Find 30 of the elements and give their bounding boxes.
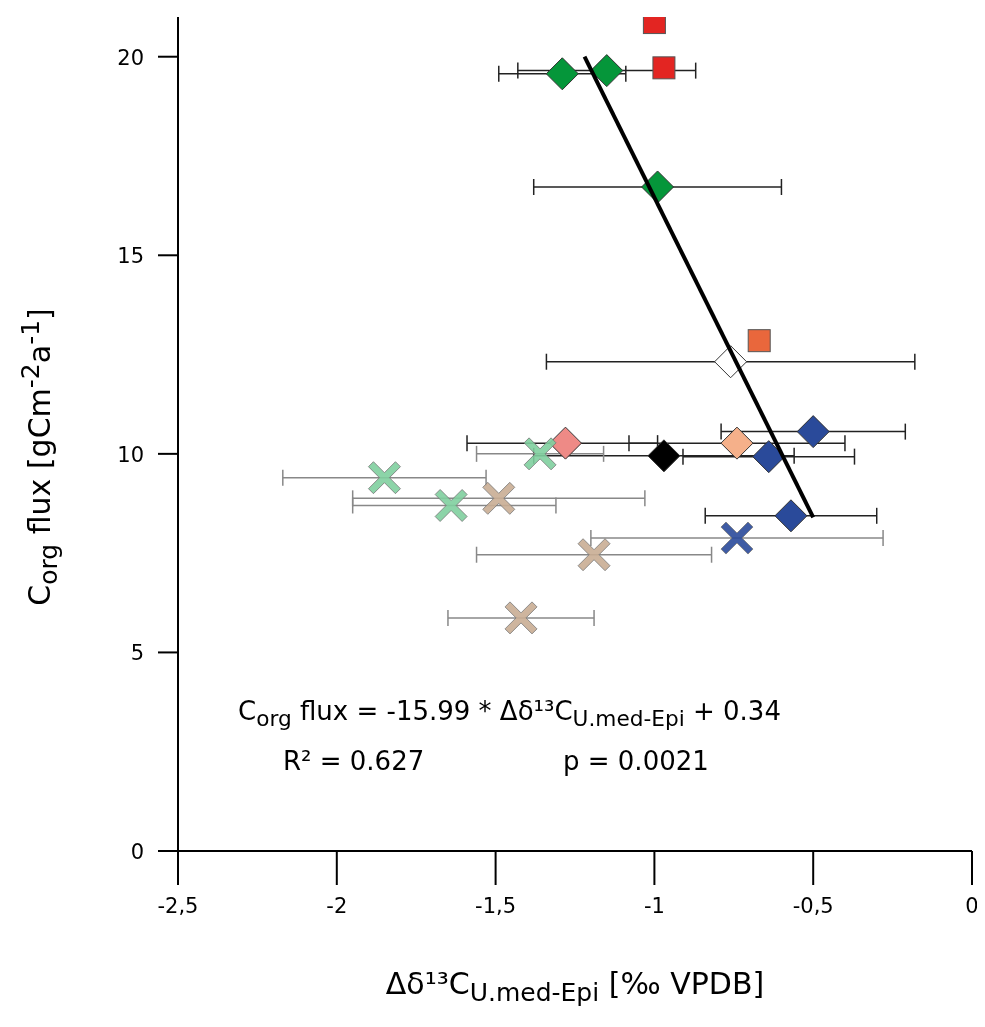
point: [796, 415, 830, 449]
point: [752, 440, 786, 474]
annotation: R² = 0.627: [283, 746, 425, 776]
y-tick-label: 15: [117, 244, 144, 269]
x-tick-label: -1: [643, 894, 665, 918]
y-tick-label: 0: [130, 840, 144, 864]
y-tick-label: 20: [117, 45, 144, 70]
point: [368, 461, 401, 495]
point: [652, 56, 676, 80]
point: [577, 538, 611, 572]
y-tick-label: 5: [130, 641, 144, 666]
point: [647, 439, 681, 473]
point: [590, 54, 624, 88]
x-tick-label: -1,5: [475, 894, 517, 918]
annotation: p = 0.0021: [563, 746, 709, 776]
x-axis-title: Δδ¹³C$_{U.med-Epi}$ [‰ VPDB]: [384, 966, 766, 1007]
point: [523, 437, 557, 471]
point: [504, 601, 538, 635]
point: [720, 426, 754, 460]
annotation: C$_{org}$ flux = -15.99 * Δδ¹³C$_{U.med-Epi}$ + 0.34: [238, 696, 781, 732]
point: [434, 489, 468, 522]
y-tick-label: 10: [117, 442, 144, 467]
x-tick-label: -2,5: [157, 894, 199, 918]
x-tick-label: 0: [965, 894, 979, 918]
point: [747, 329, 771, 353]
point: [545, 57, 579, 91]
point: [482, 481, 516, 515]
x-tick-label: -2: [326, 894, 348, 918]
x-tick-label: -0,5: [792, 894, 834, 918]
point: [774, 499, 808, 533]
